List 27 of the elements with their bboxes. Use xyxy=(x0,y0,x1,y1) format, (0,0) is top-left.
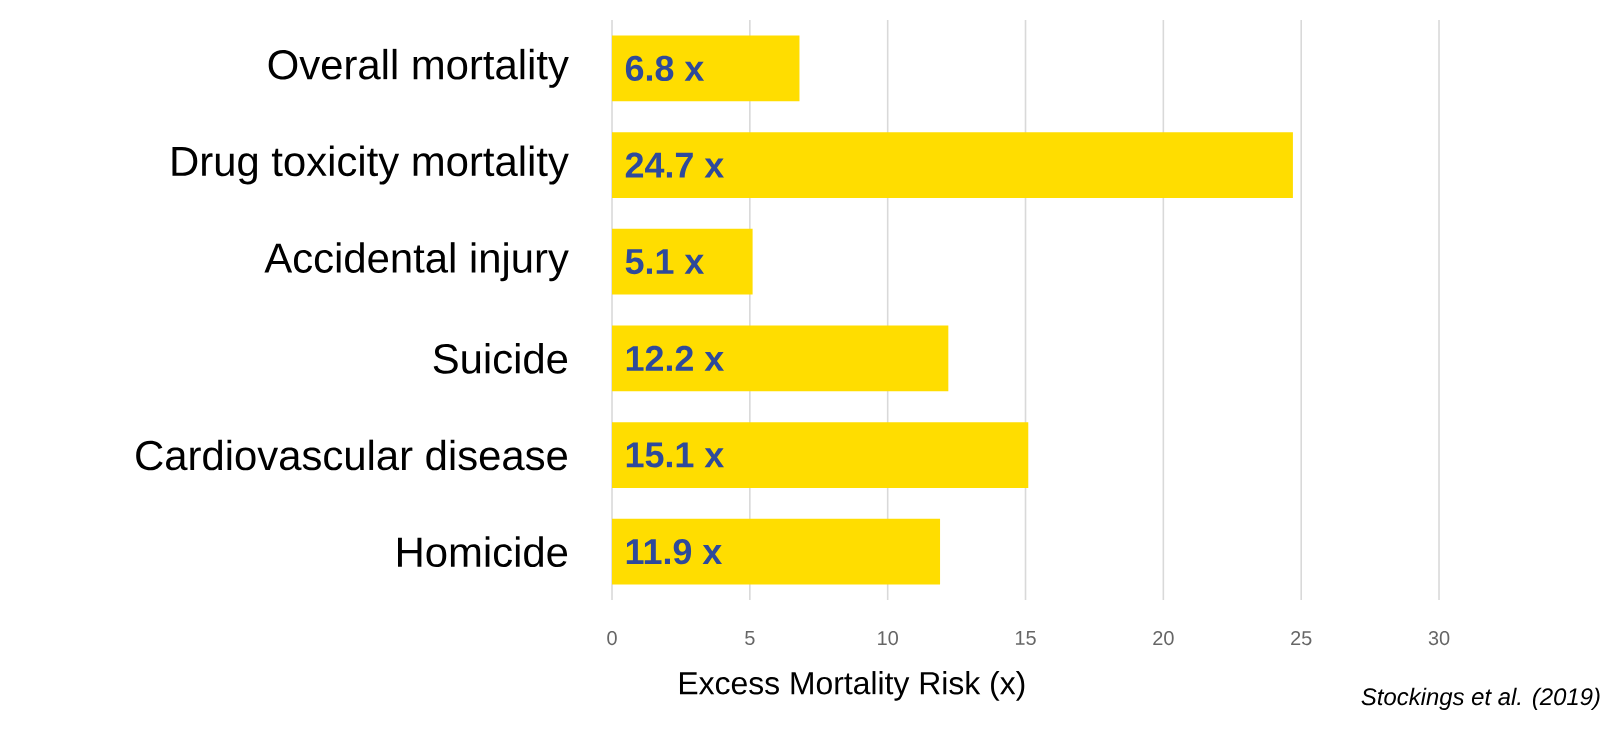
bar xyxy=(612,422,1029,488)
x-tick-label: 5 xyxy=(745,631,755,645)
y-tick-label: Homicide xyxy=(398,536,568,568)
bar xyxy=(612,35,800,102)
bar xyxy=(612,132,1293,198)
x-tick-label: 0 xyxy=(607,631,617,646)
y-tick-label: Drug toxicity mortality xyxy=(172,145,569,185)
bar xyxy=(612,518,941,585)
data-label: 15.1 x xyxy=(626,442,724,468)
bar xyxy=(612,228,753,295)
data-label: 6.8 x xyxy=(625,55,705,82)
x-tick-label: 15 xyxy=(1015,631,1036,645)
x-tick-label: 30 xyxy=(1428,631,1450,646)
data-label: 11.9 x xyxy=(626,538,723,565)
x-axis-title: Excess Mortality Risk (x) xyxy=(679,671,1025,701)
text: Stockings et al. (2019) xyxy=(1361,687,1600,710)
y-tick-label: Suicide xyxy=(433,342,568,374)
data-label: 5.1 x xyxy=(625,249,705,275)
x-tick-label: 25 xyxy=(1291,631,1312,646)
y-tick-label: Overall mortality xyxy=(268,48,569,88)
y-tick-label: Accidental injury xyxy=(264,242,569,282)
data-label: 24.7 x xyxy=(625,152,724,178)
x-tick-label: 20 xyxy=(1153,631,1174,646)
data-label: 12.2 x xyxy=(626,345,724,371)
bar xyxy=(612,325,949,392)
x-tick-label: 10 xyxy=(878,631,898,646)
y-tick-label: Cardiovascular disease xyxy=(136,439,567,471)
